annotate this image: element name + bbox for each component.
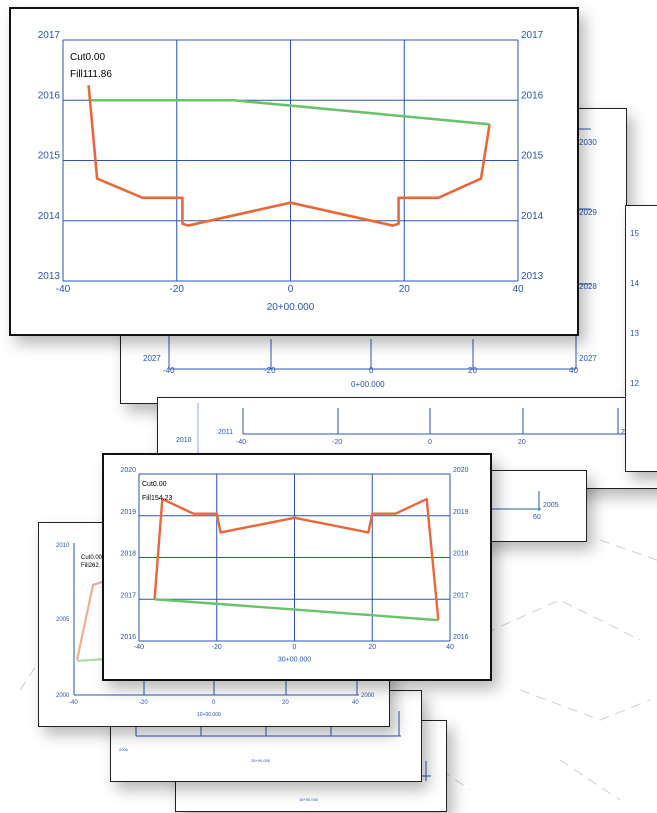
y-tick: 2011: [218, 429, 233, 436]
x-axis-label: 25+00.000: [251, 758, 271, 763]
x-tick: -20: [139, 700, 148, 706]
y-tick-label-left: 2017: [120, 592, 136, 599]
cut-annotation: Cut0.00: [142, 481, 167, 488]
x-tick: -20: [264, 366, 276, 375]
x-tick-label: 40: [512, 284, 524, 295]
y-tick-label-right: 2018: [453, 551, 469, 558]
cut-annotation: Cut0.00: [70, 52, 105, 63]
y-tick-label-right: 2017: [521, 30, 544, 41]
y-tick-label-left: 2016: [38, 90, 61, 101]
y-tick-label-right: 2019: [453, 509, 469, 516]
profile-sheet-edge-plot: 15 14 13 12: [630, 229, 639, 388]
y-tick-label-right: 2017: [453, 592, 469, 599]
x-axis-label: 30+00.000: [278, 656, 311, 663]
x-tick-label: -20: [212, 644, 222, 651]
y-tick: 2028: [579, 282, 597, 291]
y-tick: 2010: [56, 543, 70, 549]
y-tick-label-right: 2014: [521, 211, 544, 222]
x-tick: 20: [518, 439, 526, 446]
x-tick: 60: [533, 514, 541, 521]
x-tick-label: 0: [288, 284, 294, 295]
x-axis-label: 15+00.000: [299, 797, 319, 802]
chart-svg: -40 -20 0 20 40 2013 2013 2014 2014 2015 2015 2016 2…: [38, 30, 544, 313]
y-tick: 2029: [579, 208, 597, 217]
y-tick: 2000: [361, 693, 375, 699]
x-tick: 0: [212, 700, 216, 706]
profile-sheet-stack-3: 2005 60: [480, 470, 587, 542]
chart-svg: -40 -20 0 20 40 2016 2016 2017 2017 2018 2018 2019 2…: [120, 467, 469, 663]
y-tick: 2006: [119, 747, 129, 752]
y-tick: 13: [630, 329, 639, 338]
y-tick-label-left: 2020: [120, 467, 136, 474]
x-tick: 40: [569, 366, 578, 375]
y-tick: 2030: [579, 138, 597, 147]
fill-annotation: Fill262.: [81, 563, 101, 569]
x-tick: -40: [236, 439, 246, 446]
y-tick-label-left: 2019: [120, 509, 136, 516]
existing-ground-line: [91, 98, 490, 126]
x-tick: 40: [352, 700, 359, 706]
design-profile-line: [153, 497, 440, 621]
x-tick: 20: [282, 700, 289, 706]
y-tick-label-right: 2013: [521, 271, 544, 282]
fill-annotation: Fill154.23: [142, 495, 172, 502]
x-axis-label: 20+00.000: [267, 302, 315, 313]
y-tick: 2005: [56, 617, 70, 623]
x-tick-label: 0: [293, 644, 297, 651]
y-tick-label-right: 2016: [521, 90, 544, 101]
profile-chart-20+00: -40 -20 0 20 40 2013 2013 2014 2014 2015 2015 2016 2…: [9, 7, 579, 336]
x-tick-label: 20: [368, 644, 376, 651]
x-tick-label: 40: [446, 644, 454, 651]
x-tick-label: -40: [134, 644, 144, 651]
y-tick: 14: [630, 279, 639, 288]
design-profile-line: [87, 85, 491, 227]
y-tick-label-right: 2020: [453, 467, 469, 474]
fill-annotation: Fill111.86: [70, 69, 112, 80]
y-tick-label-left: 2016: [120, 634, 136, 641]
x-tick: 20: [468, 366, 477, 375]
y-tick: 2005: [543, 502, 559, 509]
y-tick-label-right: 2016: [453, 634, 469, 641]
x-tick: 0: [369, 366, 374, 375]
y-tick: 2027: [579, 354, 597, 363]
y-tick: 2010: [176, 437, 192, 444]
x-tick-label: 20: [399, 284, 411, 295]
y-tick-label-left: 2015: [38, 151, 61, 162]
x-tick: -40: [69, 700, 78, 706]
x-axis-label: 10+00.000: [197, 712, 221, 718]
existing-ground-line: [154, 598, 439, 622]
y-tick-label-left: 2014: [38, 211, 61, 222]
y-tick: 15: [630, 229, 639, 238]
x-tick-label: -40: [56, 284, 71, 295]
y-tick-label-left: 2013: [38, 271, 61, 282]
profile-chart-30+00: -40 -20 0 20 40 2016 2016 2017 2017 2018 2018 2019 2…: [102, 453, 492, 681]
x-axis-label: 0+00.000: [351, 380, 385, 389]
x-tick: -20: [332, 439, 342, 446]
y-tick: 2000: [56, 693, 70, 699]
y-tick: 12: [630, 379, 639, 388]
y-tick-label-right: 2015: [521, 151, 544, 162]
x-tick-label: -20: [170, 284, 185, 295]
profile-sheet-edge: 15 14 13 12: [625, 205, 657, 472]
x-tick: 0: [428, 439, 432, 446]
profile-sheet-stack-3-plot: 2005 60: [491, 491, 559, 521]
cut-annotation: Cut0.00: [81, 555, 103, 561]
x-tick: -40: [163, 366, 175, 375]
y-tick: 2027: [143, 354, 161, 363]
profile-sheet-10+00-plot: 2010 2005 2000 2000 Cut0.00 Fill262. -40…: [56, 543, 375, 718]
y-tick-label-left: 2017: [38, 30, 61, 41]
y-tick-label-left: 2018: [120, 551, 136, 558]
